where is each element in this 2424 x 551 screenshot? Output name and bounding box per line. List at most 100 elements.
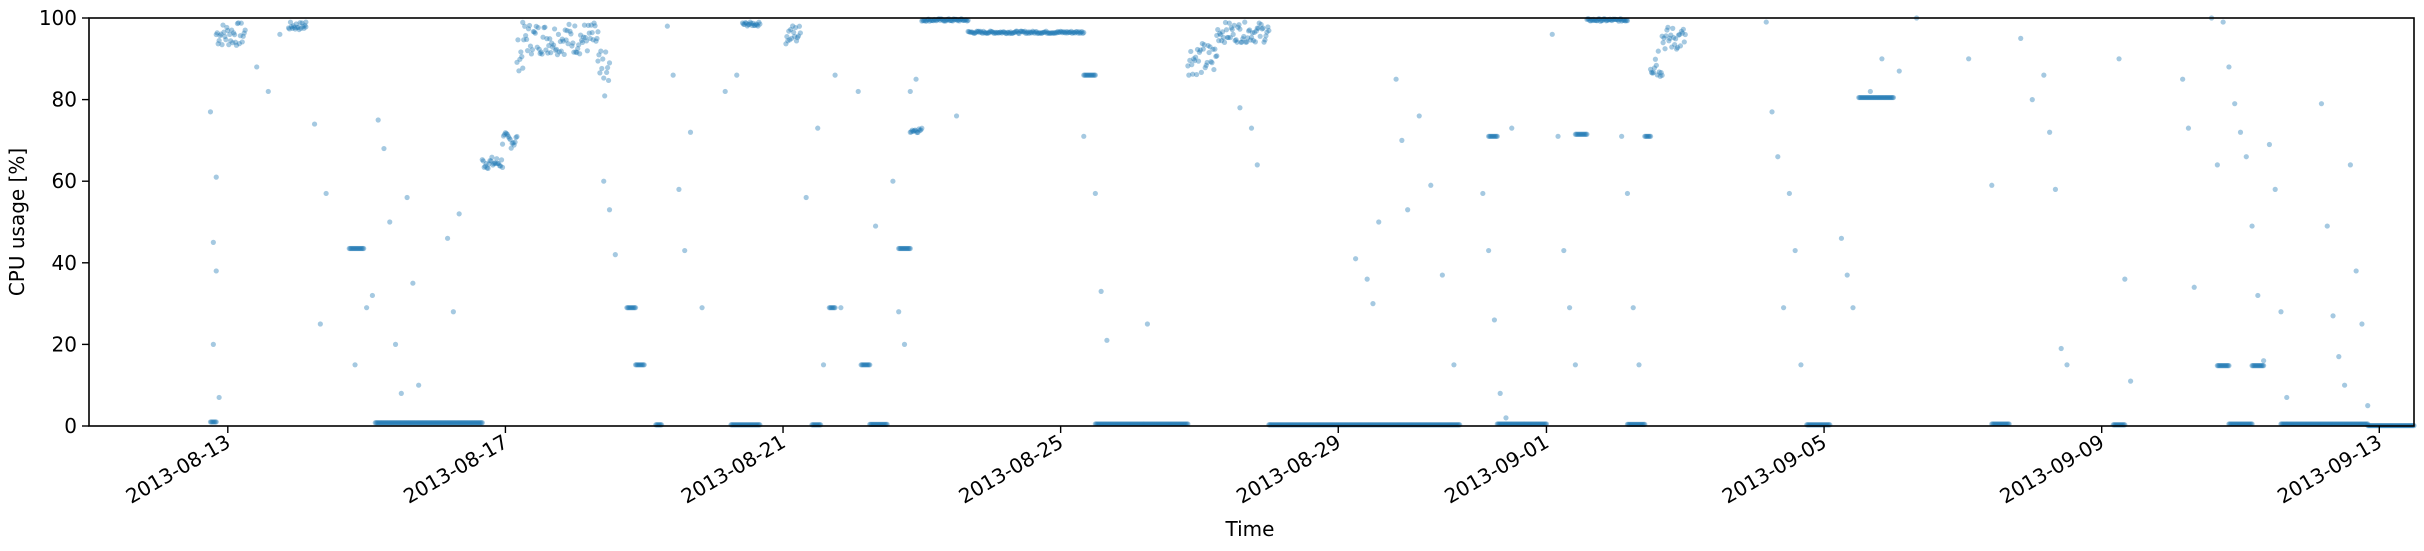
data-point bbox=[1262, 37, 1268, 43]
data-point bbox=[400, 420, 406, 426]
data-point bbox=[967, 29, 973, 35]
data-point bbox=[915, 129, 921, 135]
data-point bbox=[576, 42, 582, 48]
data-point bbox=[750, 20, 756, 26]
data-point bbox=[631, 305, 637, 311]
y-tick-label: 100 bbox=[39, 6, 77, 30]
data-point bbox=[446, 420, 453, 426]
data-point bbox=[540, 34, 546, 40]
data-point bbox=[408, 420, 414, 426]
data-point bbox=[937, 17, 943, 23]
data-point bbox=[1202, 65, 1208, 71]
data-point bbox=[566, 21, 572, 27]
data-point bbox=[902, 245, 909, 252]
data-point bbox=[2330, 313, 2336, 319]
data-point bbox=[1593, 18, 1600, 24]
data-point bbox=[904, 245, 910, 252]
data-point bbox=[300, 23, 306, 29]
data-point bbox=[492, 160, 498, 166]
y-tick-label: 60 bbox=[52, 169, 77, 193]
data-point bbox=[1023, 30, 1029, 37]
y-axis-label: CPU usage [%] bbox=[5, 148, 29, 296]
data-point bbox=[510, 140, 516, 146]
data-point bbox=[385, 420, 391, 426]
data-point bbox=[1058, 28, 1064, 34]
data-point bbox=[559, 36, 565, 42]
data-point bbox=[234, 20, 241, 27]
data-point bbox=[1642, 133, 1648, 139]
data-point bbox=[587, 35, 593, 42]
data-point bbox=[1254, 25, 1260, 31]
data-point bbox=[1857, 94, 1863, 101]
data-point bbox=[1480, 190, 1486, 197]
data-point bbox=[1665, 24, 1671, 30]
data-point bbox=[1623, 17, 1630, 23]
data-point bbox=[444, 420, 451, 426]
data-point bbox=[504, 131, 510, 138]
data-point bbox=[1491, 317, 1498, 323]
data-point bbox=[744, 23, 750, 29]
data-point bbox=[1844, 272, 1850, 278]
data-point bbox=[425, 420, 431, 426]
data-point bbox=[524, 36, 530, 43]
data-point bbox=[434, 420, 440, 426]
data-point bbox=[1265, 24, 1271, 30]
data-point bbox=[997, 29, 1003, 35]
data-point bbox=[453, 420, 459, 426]
data-point bbox=[974, 28, 980, 34]
data-point bbox=[734, 72, 740, 78]
data-point bbox=[980, 28, 987, 34]
data-point bbox=[859, 362, 865, 368]
data-point bbox=[1405, 207, 1411, 213]
data-point bbox=[1609, 17, 1615, 24]
data-point bbox=[2220, 19, 2226, 25]
data-point bbox=[447, 420, 454, 426]
data-point bbox=[500, 133, 507, 139]
data-point bbox=[670, 72, 676, 78]
data-point bbox=[739, 20, 746, 26]
data-point bbox=[1237, 26, 1243, 32]
data-point bbox=[994, 29, 1000, 35]
data-point bbox=[756, 19, 762, 25]
data-point bbox=[942, 18, 948, 24]
data-point bbox=[1082, 72, 1088, 78]
data-point bbox=[863, 362, 869, 368]
data-point bbox=[1080, 30, 1086, 36]
data-point bbox=[1066, 29, 1072, 36]
data-point bbox=[2215, 363, 2221, 369]
data-point bbox=[301, 25, 307, 31]
data-point bbox=[531, 29, 537, 35]
data-point bbox=[1004, 30, 1010, 37]
data-point bbox=[1680, 26, 1686, 32]
data-point bbox=[291, 24, 297, 31]
data-point bbox=[1238, 39, 1244, 45]
data-point bbox=[682, 247, 688, 254]
data-point bbox=[240, 33, 246, 39]
data-point bbox=[1572, 131, 1578, 137]
data-point bbox=[1780, 305, 1787, 311]
data-point bbox=[216, 37, 222, 44]
data-point bbox=[1645, 133, 1651, 139]
data-point bbox=[1032, 30, 1038, 36]
data-point bbox=[217, 33, 223, 39]
data-point bbox=[558, 48, 564, 54]
data-point bbox=[1198, 69, 1204, 75]
data-point bbox=[207, 419, 214, 425]
data-point bbox=[940, 17, 946, 23]
data-point bbox=[1090, 72, 1097, 78]
data-point bbox=[604, 65, 611, 71]
data-point bbox=[1258, 21, 1264, 28]
data-point bbox=[632, 305, 639, 311]
data-point bbox=[295, 24, 301, 30]
data-point bbox=[376, 420, 382, 426]
data-point bbox=[394, 420, 401, 426]
data-point bbox=[632, 362, 639, 368]
data-point bbox=[373, 420, 379, 426]
data-point bbox=[289, 25, 295, 31]
data-point bbox=[1015, 30, 1021, 36]
data-point bbox=[746, 21, 752, 27]
data-point bbox=[989, 29, 995, 35]
data-point bbox=[1885, 94, 1891, 101]
data-point bbox=[387, 420, 393, 426]
data-point bbox=[1025, 29, 1031, 35]
